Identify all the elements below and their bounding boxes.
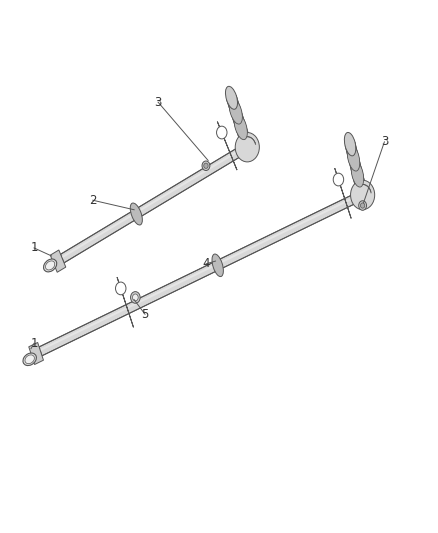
Ellipse shape <box>23 353 36 366</box>
Ellipse shape <box>130 203 142 225</box>
Ellipse shape <box>359 201 367 211</box>
Polygon shape <box>60 143 249 263</box>
Ellipse shape <box>216 126 227 139</box>
Ellipse shape <box>347 144 360 171</box>
Ellipse shape <box>212 254 223 277</box>
Polygon shape <box>29 343 43 365</box>
Ellipse shape <box>333 173 344 186</box>
Polygon shape <box>348 144 361 191</box>
Polygon shape <box>50 250 66 272</box>
Text: 1: 1 <box>30 337 38 350</box>
Ellipse shape <box>234 114 247 140</box>
Polygon shape <box>217 122 237 170</box>
Ellipse shape <box>344 132 356 156</box>
Ellipse shape <box>131 292 140 303</box>
Polygon shape <box>39 190 364 356</box>
Polygon shape <box>227 95 251 144</box>
Text: 3: 3 <box>154 95 162 109</box>
Ellipse shape <box>235 133 259 162</box>
Ellipse shape <box>43 259 57 272</box>
Text: 4: 4 <box>202 257 210 270</box>
Ellipse shape <box>226 86 237 109</box>
Ellipse shape <box>351 160 364 187</box>
Text: 5: 5 <box>141 308 148 321</box>
Text: 1: 1 <box>30 241 38 254</box>
Ellipse shape <box>46 261 55 270</box>
Polygon shape <box>117 277 134 327</box>
Ellipse shape <box>350 180 374 209</box>
Polygon shape <box>40 193 363 351</box>
Ellipse shape <box>133 294 138 301</box>
Ellipse shape <box>229 98 242 124</box>
Text: 2: 2 <box>89 193 96 207</box>
Ellipse shape <box>204 163 208 168</box>
Polygon shape <box>345 142 366 191</box>
Polygon shape <box>335 168 351 219</box>
Polygon shape <box>229 98 245 143</box>
Text: 3: 3 <box>381 135 388 148</box>
Ellipse shape <box>202 161 210 171</box>
Ellipse shape <box>360 203 365 208</box>
Ellipse shape <box>25 355 34 364</box>
Polygon shape <box>61 145 247 259</box>
Ellipse shape <box>116 282 126 295</box>
